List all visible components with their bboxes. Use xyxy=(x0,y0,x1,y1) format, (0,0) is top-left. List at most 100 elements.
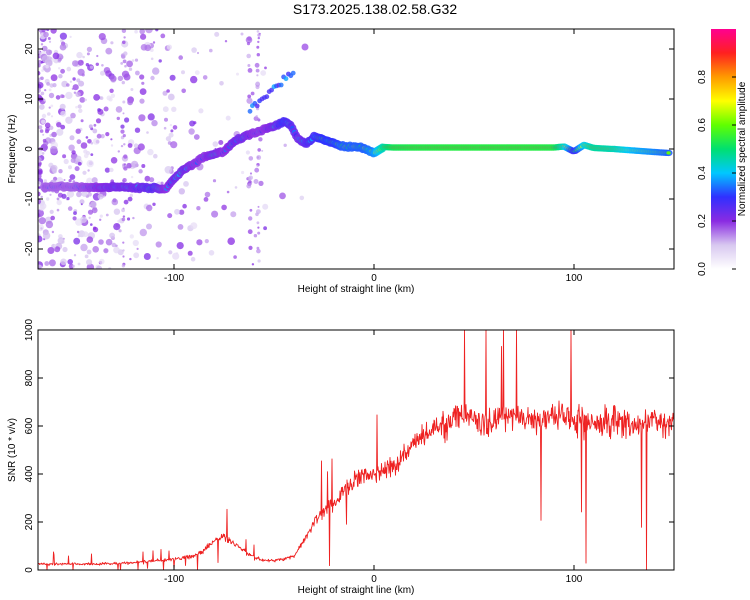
noise-speckle xyxy=(86,259,93,266)
noise-speckle xyxy=(80,203,83,206)
noise-speckle xyxy=(77,104,82,109)
noise-speckle xyxy=(254,167,260,173)
noise-speckle xyxy=(61,193,67,199)
noise-speckle xyxy=(88,124,93,129)
noise-speckle xyxy=(110,157,118,164)
noise-speckle xyxy=(86,159,94,168)
noise-speckle xyxy=(168,132,174,138)
noise-speckle xyxy=(144,44,152,52)
noise-speckle xyxy=(77,262,81,266)
noise-speckle xyxy=(193,134,200,140)
noise-speckle xyxy=(241,170,245,175)
noise-speckle xyxy=(117,150,121,153)
noise-speckle xyxy=(38,156,42,163)
noise-speckle xyxy=(48,92,55,99)
noise-speckle xyxy=(123,36,126,39)
noise-speckle xyxy=(58,67,61,70)
noise-speckle xyxy=(90,153,94,157)
noise-speckle xyxy=(120,124,125,129)
noise-speckle xyxy=(38,213,41,218)
noise-speckle xyxy=(100,134,105,139)
noise-speckle xyxy=(134,29,138,34)
noise-speckle xyxy=(38,224,44,232)
noise-speckle xyxy=(38,235,43,243)
noise-speckle xyxy=(99,258,105,265)
noise-speckle xyxy=(41,55,50,63)
noise-speckle xyxy=(301,43,309,51)
noise-speckle xyxy=(96,133,102,139)
noise-speckle xyxy=(122,100,126,104)
noise-speckle xyxy=(208,250,215,256)
noise-speckle xyxy=(214,31,220,37)
noise-speckle xyxy=(76,230,80,234)
noise-speckle xyxy=(245,150,250,155)
noise-speckle xyxy=(70,112,76,119)
noise-speckle xyxy=(67,259,73,265)
noise-speckle xyxy=(55,95,61,100)
noise-speckle xyxy=(48,40,52,43)
noise-speckle xyxy=(90,223,93,226)
noise-speckle xyxy=(86,249,92,255)
noise-speckle xyxy=(59,32,67,40)
colorbar-gradient xyxy=(711,29,736,269)
noise-speckle xyxy=(38,50,41,54)
snr-y-ticks: 0 200 400 600 800 1000 xyxy=(24,318,674,573)
noise-speckle xyxy=(40,76,44,81)
noise-speckle xyxy=(76,155,82,161)
noise-speckle xyxy=(92,226,99,233)
noise-speckle xyxy=(48,106,51,109)
noise-speckle xyxy=(141,164,146,168)
noise-speckle xyxy=(264,66,267,70)
noise-speckle xyxy=(38,125,43,130)
noise-speckle xyxy=(121,29,127,33)
noise-speckle xyxy=(80,119,84,123)
noise-speckle xyxy=(90,141,94,145)
noise-speckle xyxy=(83,153,89,159)
noise-speckle xyxy=(247,36,252,41)
noise-speckle xyxy=(86,52,90,56)
noise-speckle xyxy=(58,74,63,79)
noise-speckle xyxy=(72,216,76,220)
noise-speckle xyxy=(72,77,76,81)
noise-speckle xyxy=(43,99,46,102)
noise-speckle xyxy=(69,174,76,180)
noise-speckle xyxy=(38,148,43,157)
noise-speckle xyxy=(249,172,253,175)
noise-speckle xyxy=(251,263,255,266)
noise-speckle xyxy=(248,245,253,250)
noise-speckle xyxy=(57,237,65,245)
noise-speckle xyxy=(212,179,217,183)
noise-speckle xyxy=(63,158,69,165)
noise-speckle xyxy=(258,137,263,142)
noise-speckle xyxy=(162,106,169,113)
noise-speckle xyxy=(257,40,260,44)
noise-speckle xyxy=(47,37,51,40)
noise-speckle xyxy=(66,190,75,198)
noise-speckle xyxy=(226,190,230,194)
colorbar-tick-label: 0.0 xyxy=(697,262,708,276)
noise-speckle xyxy=(103,106,109,112)
noise-speckle xyxy=(158,59,162,63)
noise-speckle xyxy=(120,62,124,65)
noise-speckle xyxy=(257,117,260,120)
colorbar: 0.0 0.2 0.4 0.6 0.8 Normalized spectral ampl… xyxy=(697,29,748,276)
noise-speckle xyxy=(137,143,145,151)
noise-speckle xyxy=(122,59,127,64)
noise-speckle xyxy=(91,207,98,214)
noise-speckle xyxy=(38,191,41,197)
noise-speckle xyxy=(51,164,58,172)
noise-speckle xyxy=(202,75,208,80)
noise-speckle xyxy=(60,258,67,266)
noise-speckle xyxy=(190,75,198,84)
noise-speckle xyxy=(87,169,90,172)
noise-speckle xyxy=(105,132,110,137)
noise-speckle xyxy=(257,259,261,263)
noise-speckle xyxy=(209,48,213,53)
noise-speckle xyxy=(181,70,185,75)
noise-speckle xyxy=(132,216,135,220)
noise-speckle xyxy=(230,211,237,218)
noise-speckle xyxy=(168,250,173,255)
noise-speckle xyxy=(40,43,44,46)
noise-speckle xyxy=(253,116,259,121)
